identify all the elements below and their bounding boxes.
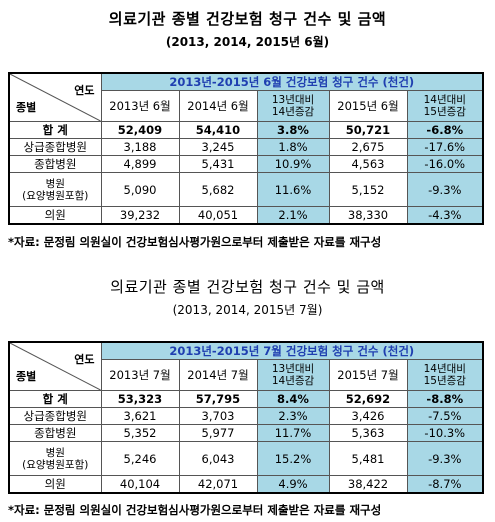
cell: 5,246 xyxy=(100,441,180,476)
cell: 4.9% xyxy=(256,475,330,494)
header-span: 2013년-2015년 6월 건강보험 청구 건수 (천건) xyxy=(100,72,484,91)
row-label: 상급종합병원 xyxy=(8,407,102,425)
col-header: 14년대비 15년증감 xyxy=(406,90,484,122)
cell: 5,977 xyxy=(178,424,258,442)
cell: 39,232 xyxy=(100,206,180,225)
col-header: 2015년 7월 xyxy=(328,359,408,391)
col-header: 2015년 6월 xyxy=(328,90,408,122)
row-label: 합 계 xyxy=(8,390,102,408)
cell: 5,352 xyxy=(100,424,180,442)
corner-header: 종별 연도 xyxy=(8,341,102,391)
col-header: 2013년 7월 xyxy=(100,359,180,391)
row-label: 종합병원 xyxy=(8,155,102,173)
cell: 3,245 xyxy=(178,138,258,156)
section-2-title: 의료기관 종별 건강보험 청구 건수 및 금액 xyxy=(110,278,385,296)
cell: 5,363 xyxy=(328,424,408,442)
cell: 50,721 xyxy=(328,121,408,139)
cell: 40,104 xyxy=(100,475,180,494)
cell: 5,682 xyxy=(178,172,258,207)
corner-header: 종별 연도 xyxy=(8,72,102,122)
cell: 5,090 xyxy=(100,172,180,207)
cell: -10.3% xyxy=(406,424,484,442)
cell: 3.8% xyxy=(256,121,330,139)
row-label: 합 계 xyxy=(8,121,102,139)
section-2-subtitle: (2013, 2014, 2015년 7월) xyxy=(172,303,323,317)
cell: 2.3% xyxy=(256,407,330,425)
cell: 52,409 xyxy=(100,121,180,139)
corner-label-type: 종별 xyxy=(16,101,37,114)
table-row: 합 계 53,323 57,795 8.4% 52,692 -8.8% xyxy=(8,390,484,408)
cell: 15.2% xyxy=(256,441,330,476)
cell: -16.0% xyxy=(406,155,484,173)
cell: 3,188 xyxy=(100,138,180,156)
cell: 8.4% xyxy=(256,390,330,408)
cell: -6.8% xyxy=(406,121,484,139)
cell: 40,051 xyxy=(178,206,258,225)
cell: 53,323 xyxy=(100,390,180,408)
cell: 6,043 xyxy=(178,441,258,476)
cell: 11.7% xyxy=(256,424,330,442)
cell: -17.6% xyxy=(406,138,484,156)
cell: 10.9% xyxy=(256,155,330,173)
cell: 3,703 xyxy=(178,407,258,425)
cell: -4.3% xyxy=(406,206,484,225)
cell: 42,071 xyxy=(178,475,258,494)
table-row: 의원 39,232 40,051 2.1% 38,330 -4.3% xyxy=(8,206,484,225)
table-row: 상급종합병원 3,621 3,703 2.3% 3,426 -7.5% xyxy=(8,407,484,425)
section-1-table: 종별 연도 2013년-2015년 6월 건강보험 청구 건수 (천건) 201… xyxy=(8,72,485,225)
col-header: 2014년 7월 xyxy=(178,359,258,391)
cell: -8.7% xyxy=(406,475,484,494)
cell: -7.5% xyxy=(406,407,484,425)
corner-label-year: 연도 xyxy=(74,84,95,97)
table-row: 병원 (요양병원포함) 5,090 5,682 11.6% 5,152 -9.3… xyxy=(8,172,484,207)
cell: 52,692 xyxy=(328,390,408,408)
cell: 57,795 xyxy=(178,390,258,408)
cell: 4,899 xyxy=(100,155,180,173)
col-header: 13년대비 14년증감 xyxy=(256,90,330,122)
cell: 54,410 xyxy=(178,121,258,139)
cell: 2,675 xyxy=(328,138,408,156)
section-1-subtitle: (2013, 2014, 2015년 6월) xyxy=(165,35,330,49)
source-note-1: *자료: 문정림 의원실이 건강보험심사평가원으로부터 제출받은 자료를 재구성 xyxy=(8,235,382,249)
source-note-2: *자료: 문정림 의원실이 건강보험심사평가원으로부터 제출받은 자료를 재구성 xyxy=(8,503,382,517)
section-1-heading: 의료기관 종별 건강보험 청구 건수 및 금액 (2013, 2014, 201… xyxy=(0,8,495,50)
cell: -9.3% xyxy=(406,172,484,207)
row-label: 종합병원 xyxy=(8,424,102,442)
table-row: 상급종합병원 3,188 3,245 1.8% 2,675 -17.6% xyxy=(8,138,484,156)
cell: 38,422 xyxy=(328,475,408,494)
cell: 5,431 xyxy=(178,155,258,173)
col-header: 2014년 6월 xyxy=(178,90,258,122)
section-1-title: 의료기관 종별 건강보험 청구 건수 및 금액 xyxy=(108,10,387,28)
cell: 38,330 xyxy=(328,206,408,225)
table-row: 의원 40,104 42,071 4.9% 38,422 -8.7% xyxy=(8,475,484,494)
col-header: 14년대비 15년증감 xyxy=(406,359,484,391)
table-row: 종합병원 4,899 5,431 10.9% 4,563 -16.0% xyxy=(8,155,484,173)
col-header: 2013년 6월 xyxy=(100,90,180,122)
cell: 3,621 xyxy=(100,407,180,425)
corner-label-year: 연도 xyxy=(74,353,95,366)
cell: 5,481 xyxy=(328,441,408,476)
cell: 11.6% xyxy=(256,172,330,207)
cell: 3,426 xyxy=(328,407,408,425)
corner-label-type: 종별 xyxy=(16,370,37,383)
cell: -9.3% xyxy=(406,441,484,476)
section-2-table: 종별 연도 2013년-2015년 7월 건강보험 청구 건수 (천건) 201… xyxy=(8,341,485,494)
table-row: 병원 (요양병원포함) 5,246 6,043 15.2% 5,481 -9.3… xyxy=(8,441,484,476)
header-span: 2013년-2015년 7월 건강보험 청구 건수 (천건) xyxy=(100,341,484,360)
cell: 2.1% xyxy=(256,206,330,225)
cell: 5,152 xyxy=(328,172,408,207)
row-label: 상급종합병원 xyxy=(8,138,102,156)
table-row: 합 계 52,409 54,410 3.8% 50,721 -6.8% xyxy=(8,121,484,139)
row-label: 의원 xyxy=(8,206,102,225)
row-label: 병원 (요양병원포함) xyxy=(8,441,102,476)
table-row: 종합병원 5,352 5,977 11.7% 5,363 -10.3% xyxy=(8,424,484,442)
cell: 1.8% xyxy=(256,138,330,156)
cell: 4,563 xyxy=(328,155,408,173)
row-label: 의원 xyxy=(8,475,102,494)
col-header: 13년대비 14년증감 xyxy=(256,359,330,391)
row-label: 병원 (요양병원포함) xyxy=(8,172,102,207)
cell: -8.8% xyxy=(406,390,484,408)
section-2-heading: 의료기관 종별 건강보험 청구 건수 및 금액 (2013, 2014, 201… xyxy=(0,276,495,318)
